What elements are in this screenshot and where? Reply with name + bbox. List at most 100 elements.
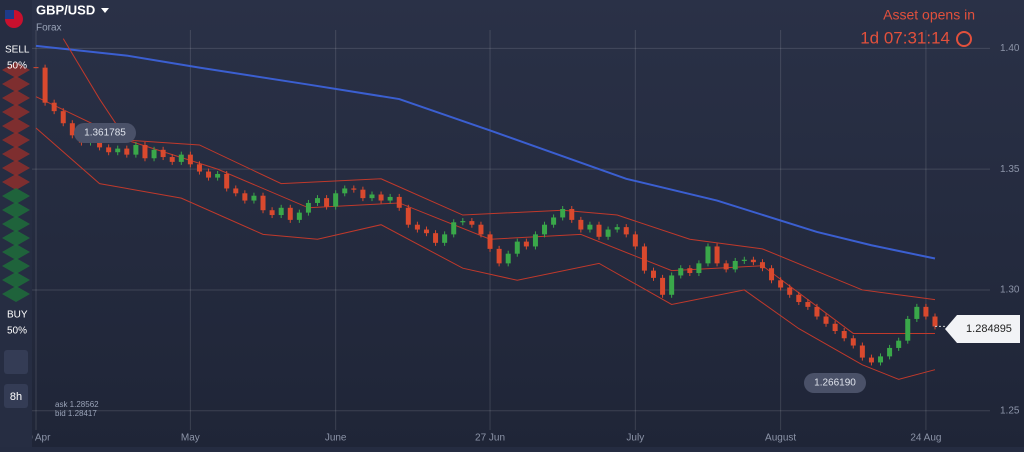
sentiment-chevron <box>2 146 30 162</box>
x-tick-label: 24 Aug <box>910 433 941 444</box>
moving-average <box>35 44 936 260</box>
sentiment-chevron <box>2 62 30 78</box>
y-tick-label: 1.40 <box>1000 43 1020 54</box>
candle <box>605 229 611 237</box>
candle <box>178 154 184 162</box>
candle <box>896 340 902 348</box>
timer-icon <box>956 31 972 47</box>
candle <box>532 234 538 247</box>
candle <box>315 198 321 203</box>
y-tick-label: 1.25 <box>1000 405 1020 416</box>
sentiment-chevron <box>2 118 30 134</box>
candle <box>796 294 802 303</box>
candle <box>251 195 257 201</box>
candle <box>115 148 121 153</box>
candle <box>705 246 711 264</box>
candle <box>124 148 130 155</box>
candle <box>215 173 221 178</box>
candle <box>233 188 239 194</box>
x-tick-label: August <box>765 433 796 444</box>
x-tick-label: June <box>325 433 347 444</box>
timeframe[interactable]: 8h <box>10 391 22 403</box>
candle <box>42 67 48 103</box>
candle <box>505 253 511 264</box>
y-tick-label: 1.30 <box>1000 285 1020 296</box>
candle <box>596 224 602 237</box>
candle <box>142 144 148 159</box>
candle <box>324 198 330 207</box>
candle <box>832 323 838 332</box>
candle <box>296 212 302 220</box>
candle <box>850 338 856 346</box>
bollinger-band <box>35 127 936 380</box>
candle <box>578 219 584 230</box>
candle <box>269 210 275 216</box>
candle <box>496 248 502 264</box>
buy-label[interactable]: BUY <box>7 310 28 321</box>
sentiment-chevron <box>2 132 30 148</box>
candle <box>405 207 411 225</box>
sentiment-chevron <box>2 272 30 288</box>
candle <box>451 222 457 235</box>
candle <box>887 347 893 357</box>
candle <box>442 234 448 243</box>
x-tick-label: 27 Jun <box>475 433 505 444</box>
flag-part <box>5 10 14 19</box>
low-label: 1.266190 <box>814 378 856 389</box>
dropdown-arrow[interactable] <box>101 8 109 13</box>
candle <box>224 173 230 189</box>
sentiment-chevron <box>2 160 30 176</box>
candle <box>650 270 656 278</box>
candle <box>905 318 911 341</box>
candle <box>196 164 202 172</box>
sentiment-chevron <box>2 202 30 218</box>
sentiment-chevron <box>2 90 30 106</box>
buy-percent: 50% <box>7 326 27 337</box>
sentiment-chevron <box>2 104 30 120</box>
candle <box>714 246 720 264</box>
candle <box>769 268 775 281</box>
candle <box>805 302 811 307</box>
candle <box>660 277 666 295</box>
candle <box>378 194 384 201</box>
candle <box>560 209 566 218</box>
high-label-bg <box>74 123 136 143</box>
candle <box>641 246 647 271</box>
candle <box>569 209 575 220</box>
sentiment-chevron <box>2 258 30 274</box>
x-tick-label: 30 Apr <box>22 433 52 444</box>
asset-type: Forax <box>36 23 62 34</box>
candle <box>614 227 620 230</box>
candle <box>469 221 475 225</box>
candle <box>487 234 493 249</box>
candle <box>478 224 484 235</box>
candle <box>841 331 847 339</box>
candle <box>741 259 747 261</box>
candle <box>33 67 39 69</box>
candle <box>351 188 357 190</box>
candle <box>587 224 593 230</box>
indicators-button[interactable] <box>4 350 28 374</box>
candle <box>632 234 638 247</box>
candle <box>787 287 793 295</box>
asset-name[interactable]: GBP/USD <box>36 2 95 17</box>
candle <box>278 207 284 216</box>
candle <box>169 157 175 162</box>
sentiment-chevron <box>2 286 30 302</box>
candle <box>396 196 402 208</box>
candle <box>923 306 929 317</box>
candle <box>305 202 311 213</box>
sentiment-chevron <box>2 244 30 260</box>
candle <box>387 196 393 201</box>
timeframe-button[interactable] <box>4 384 28 408</box>
candle <box>778 280 784 288</box>
candle <box>878 356 884 363</box>
candle <box>106 147 112 153</box>
candle <box>206 171 212 178</box>
candle <box>160 149 166 158</box>
candle <box>360 189 366 199</box>
sell-label[interactable]: SELL <box>5 45 30 56</box>
